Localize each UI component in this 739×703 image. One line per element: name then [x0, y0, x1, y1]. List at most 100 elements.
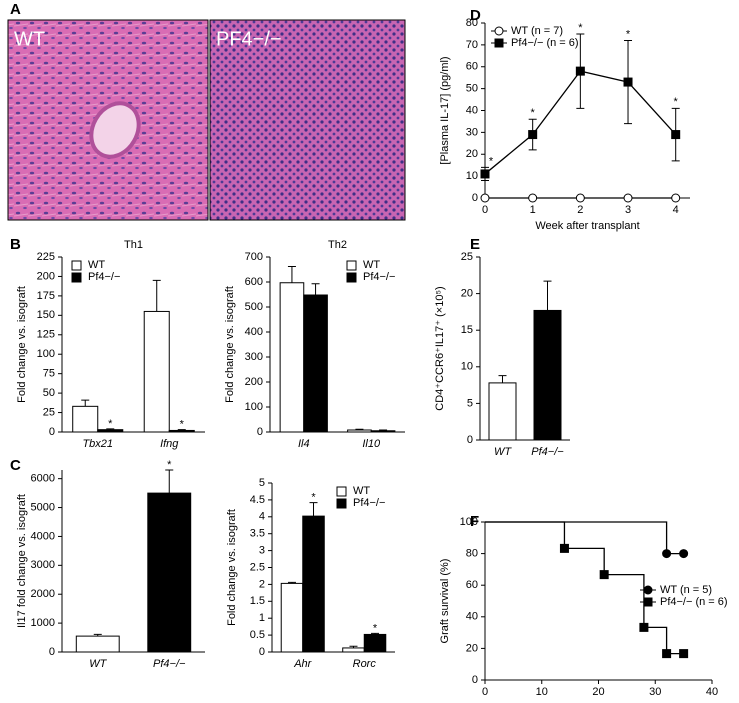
panel-label: B	[10, 236, 21, 253]
x-tick-label: 3	[625, 204, 631, 216]
y-tick-label: 0	[49, 646, 55, 658]
data-point	[623, 77, 633, 87]
x-tick-label: Rorc	[353, 658, 377, 670]
bar	[75, 635, 120, 653]
y-tick-label: 2	[259, 578, 265, 590]
y-tick-label: 80	[466, 17, 478, 29]
bar	[72, 405, 99, 433]
y-tick-label: 6000	[31, 473, 55, 485]
legend-swatch	[346, 272, 357, 283]
significance-star: *	[180, 419, 185, 431]
y-tick-label: 20	[466, 642, 478, 654]
y-tick-label: 75	[43, 368, 55, 380]
legend-swatch	[336, 498, 347, 509]
y-tick-label: 2000	[31, 588, 55, 600]
series-line	[485, 521, 684, 555]
significance-star: *	[674, 96, 679, 108]
x-tick-label: Ifng	[160, 438, 179, 450]
error-bar	[165, 469, 174, 494]
significance-star: *	[167, 459, 172, 471]
panel-label: D	[470, 7, 481, 24]
y-tick-label: 0	[49, 426, 55, 438]
panel-label: A	[10, 1, 21, 18]
error-bar	[309, 502, 318, 517]
y-axis-label: Fold change vs. isograft	[16, 286, 28, 403]
y-tick-label: 60	[466, 579, 478, 591]
legend-label: Pf4−/−	[353, 497, 385, 509]
significance-star: *	[578, 22, 583, 34]
y-tick-label: 20	[461, 288, 473, 300]
legend-swatch	[336, 486, 347, 497]
data-point	[575, 193, 585, 203]
significance-star: *	[373, 622, 378, 634]
y-tick-label: 10	[466, 170, 478, 182]
legend-label: WT	[353, 485, 370, 497]
data-point	[528, 193, 538, 203]
y-tick-label: 30	[466, 126, 478, 138]
bar	[147, 492, 192, 653]
y-tick-label: 2.5	[250, 561, 265, 573]
y-tick-label: 50	[43, 387, 55, 399]
error-bar	[81, 399, 90, 407]
panel-label: F	[470, 513, 479, 530]
y-tick-label: 10	[461, 361, 473, 373]
legend-swatch	[346, 260, 357, 271]
error-bar	[287, 581, 296, 584]
y-tick-label: 0	[467, 434, 473, 446]
data-point	[639, 622, 649, 632]
significance-star: *	[626, 28, 631, 40]
bar	[488, 382, 517, 441]
histology-image	[209, 19, 406, 221]
x-tick-label: Tbx21	[82, 438, 113, 450]
error-bar	[371, 632, 380, 635]
data-point	[662, 549, 672, 559]
y-tick-label: 100	[245, 401, 263, 413]
x-tick-label: 10	[536, 686, 548, 698]
legend-label: Pf4−/− (n = 6)	[511, 37, 579, 49]
x-tick-label: Pf4−/−	[153, 658, 186, 670]
x-tick-label: 20	[592, 686, 604, 698]
y-tick-label: 60	[466, 61, 478, 73]
y-tick-label: 4000	[31, 530, 55, 542]
error-bar	[106, 428, 115, 430]
bar	[302, 515, 325, 653]
y-tick-label: 3	[259, 545, 265, 557]
y-tick-label: 40	[466, 104, 478, 116]
bar	[97, 429, 124, 433]
y-tick-label: 5	[259, 477, 265, 489]
y-tick-label: 5	[467, 397, 473, 409]
data-point	[480, 193, 490, 203]
data-point	[480, 169, 490, 179]
y-tick-label: 4.5	[250, 494, 265, 506]
y-axis-label: Il17 fold change vs. isograft	[16, 494, 28, 628]
error-bar	[349, 645, 358, 648]
y-tick-label: 300	[245, 351, 263, 363]
chart-title: Th1	[124, 239, 143, 251]
x-tick-label: WT	[494, 446, 512, 458]
data-point	[671, 193, 681, 203]
y-tick-label: 4	[259, 511, 265, 523]
legend-swatch	[71, 272, 82, 283]
data-point	[623, 193, 633, 203]
x-tick-label: 40	[706, 686, 718, 698]
error-bar	[311, 283, 320, 295]
bar	[347, 429, 372, 433]
data-point	[662, 649, 672, 659]
bar	[342, 647, 365, 653]
legend-marker	[643, 597, 653, 607]
series-line	[485, 521, 684, 655]
y-axis-label: Graft survival (%)	[439, 559, 451, 644]
legend-swatch	[71, 260, 82, 271]
legend-marker	[643, 585, 653, 595]
image-label: WT	[14, 28, 45, 50]
bar	[370, 430, 396, 433]
y-tick-label: 0	[257, 426, 263, 438]
y-tick-label: 200	[245, 376, 263, 388]
y-tick-label: 500	[245, 301, 263, 313]
y-tick-label: 0.5	[250, 629, 265, 641]
x-tick-label: 2	[577, 204, 583, 216]
bar	[168, 429, 195, 433]
significance-star: *	[531, 107, 536, 119]
y-axis-label: [Plasma IL-17] (pg/ml)	[439, 56, 451, 164]
